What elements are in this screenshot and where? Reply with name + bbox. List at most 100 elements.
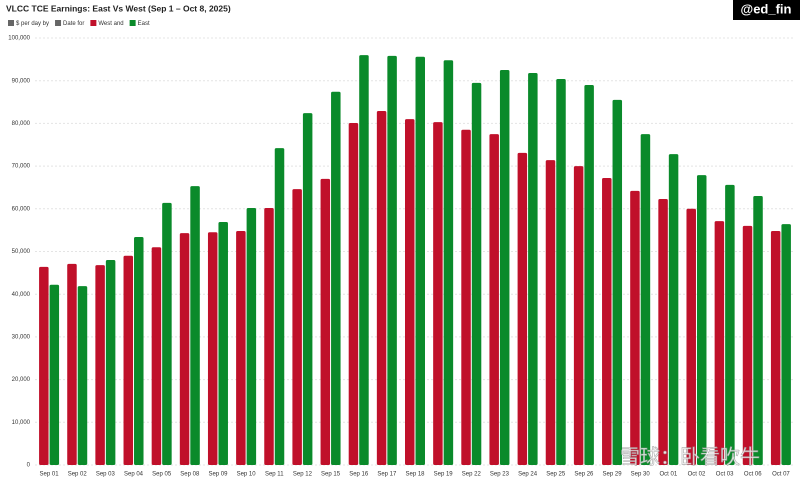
bar xyxy=(134,236,144,465)
bar xyxy=(376,111,387,465)
x-tick-label: Sep 25 xyxy=(546,472,566,478)
chart-title: VLCC TCE Earnings: East Vs West (Sep 1 –… xyxy=(6,3,231,13)
bar xyxy=(246,207,257,466)
bar xyxy=(443,60,454,465)
bar xyxy=(602,178,612,465)
bar xyxy=(753,195,763,466)
bar xyxy=(331,91,341,465)
x-tick-label: Sep 24 xyxy=(518,472,538,478)
y-tick-label: 60,000 xyxy=(12,206,31,212)
y-tick-label: 100,000 xyxy=(8,36,30,42)
y-tick-label: 20,000 xyxy=(12,377,31,383)
bar xyxy=(461,129,471,465)
legend-icon xyxy=(55,20,62,26)
legend-label: Date for xyxy=(63,21,84,27)
bar xyxy=(781,224,791,465)
x-tick-label: Sep 12 xyxy=(293,472,313,478)
bar xyxy=(415,56,425,466)
bar xyxy=(499,70,510,466)
bar xyxy=(630,190,640,465)
x-tick-label: Oct 06 xyxy=(744,472,762,478)
bar xyxy=(207,232,218,465)
bar xyxy=(151,247,162,465)
bar xyxy=(49,284,60,465)
y-tick-label: 80,000 xyxy=(12,121,31,127)
bar xyxy=(545,160,556,465)
bar xyxy=(218,222,228,465)
x-tick-label: Sep 17 xyxy=(377,472,397,478)
bar xyxy=(725,184,735,465)
x-tick-label: Sep 03 xyxy=(96,472,116,478)
y-tick-label: 10,000 xyxy=(12,420,31,426)
bar xyxy=(67,263,77,465)
bar xyxy=(320,178,331,465)
bar xyxy=(359,55,369,465)
bar xyxy=(95,265,105,465)
watermark: @ed_fin xyxy=(741,1,792,16)
x-tick-label: Sep 15 xyxy=(321,472,341,478)
bar xyxy=(696,175,707,465)
y-tick-label: 50,000 xyxy=(12,249,31,255)
x-tick-label: Sep 30 xyxy=(631,472,651,478)
bar xyxy=(162,202,172,465)
bar xyxy=(123,255,134,465)
x-tick-label: Sep 08 xyxy=(180,472,200,478)
x-tick-label: Sep 09 xyxy=(208,472,228,478)
x-tick-label: Sep 04 xyxy=(124,472,144,478)
x-tick-label: Sep 23 xyxy=(490,472,510,478)
x-tick-label: Sep 19 xyxy=(434,472,454,478)
x-tick-label: Sep 16 xyxy=(349,472,369,478)
bar xyxy=(433,122,443,465)
x-tick-label: Sep 10 xyxy=(237,472,257,478)
bar xyxy=(264,207,274,466)
bar xyxy=(556,78,566,465)
footer-watermark: 雪球：卧看吹牛 xyxy=(620,445,760,468)
legend-label: West and xyxy=(98,21,123,27)
bar xyxy=(105,260,116,465)
bar xyxy=(584,84,594,465)
bar xyxy=(39,266,49,465)
bar xyxy=(612,99,623,465)
legend-icon xyxy=(8,20,14,26)
bar xyxy=(405,119,415,465)
x-tick-label: Oct 01 xyxy=(659,472,677,478)
bar xyxy=(489,134,499,465)
bar xyxy=(668,154,679,466)
y-tick-label: 70,000 xyxy=(12,164,31,170)
x-tick-label: Sep 22 xyxy=(462,472,482,478)
x-tick-label: Sep 26 xyxy=(574,472,594,478)
legend-swatch xyxy=(90,20,97,26)
x-tick-label: Oct 03 xyxy=(716,472,734,478)
bar xyxy=(686,208,696,466)
bar xyxy=(274,148,285,465)
x-tick-label: Sep 29 xyxy=(603,472,623,478)
bar xyxy=(770,231,781,465)
bar xyxy=(517,152,528,465)
bar xyxy=(573,166,584,465)
x-tick-label: Oct 07 xyxy=(772,472,790,478)
bar xyxy=(179,233,190,465)
legend-label: East xyxy=(138,21,150,27)
y-tick-label: 40,000 xyxy=(12,292,31,298)
x-tick-label: Sep 11 xyxy=(265,472,284,478)
x-tick-label: Sep 01 xyxy=(40,472,60,478)
bar xyxy=(640,134,651,465)
bar xyxy=(471,82,482,466)
x-tick-label: Sep 18 xyxy=(405,472,425,478)
legend-label: $ per day by xyxy=(16,21,49,27)
bar xyxy=(236,231,246,465)
bar xyxy=(742,225,753,465)
bar xyxy=(292,189,302,465)
x-tick-label: Sep 05 xyxy=(152,472,172,478)
watermark-box xyxy=(733,0,800,20)
bar xyxy=(302,113,313,465)
x-tick-label: Oct 02 xyxy=(688,472,706,478)
x-tick-label: Sep 02 xyxy=(68,472,88,478)
bar xyxy=(714,221,725,465)
bar xyxy=(348,122,359,466)
bar xyxy=(658,198,668,465)
bar xyxy=(190,186,200,465)
legend-swatch xyxy=(129,20,136,26)
